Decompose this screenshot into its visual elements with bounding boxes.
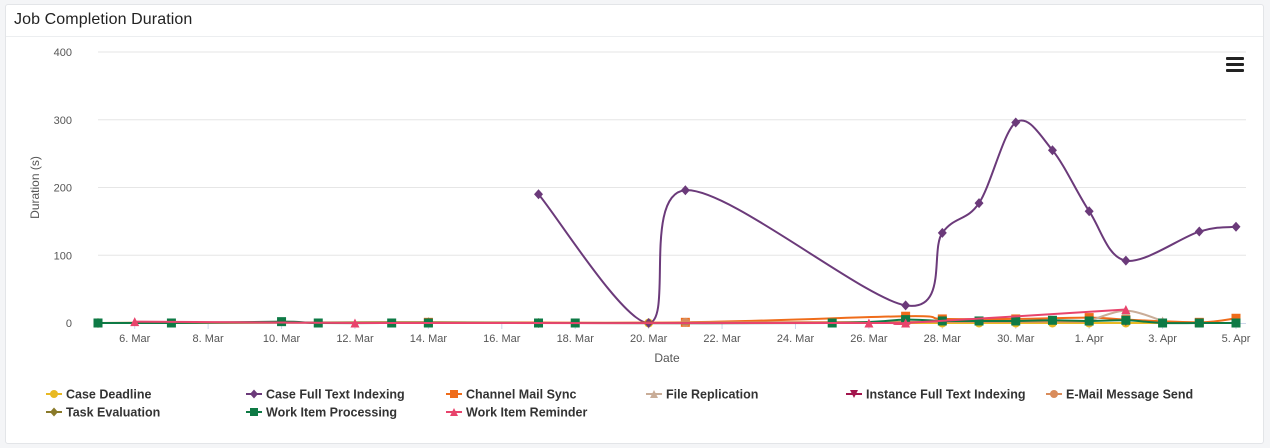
hamburger-menu-icon xyxy=(1226,63,1244,66)
data-point xyxy=(901,300,911,311)
x-tick-label: 30. Mar xyxy=(997,333,1035,345)
x-tick-label: 5. Apr xyxy=(1222,333,1251,345)
y-tick-label: 300 xyxy=(54,115,72,127)
legend-item-instance-full-text-indexing[interactable]: Instance Full Text Indexing xyxy=(846,388,1026,402)
x-tick-label: 3. Apr xyxy=(1148,333,1177,345)
legend-label: Case Deadline xyxy=(66,388,152,402)
data-point xyxy=(93,318,103,328)
data-point xyxy=(350,318,360,328)
legend-marker-icon xyxy=(250,408,258,416)
x-tick-label: 16. Mar xyxy=(483,333,521,345)
data-point xyxy=(901,318,911,328)
data-point xyxy=(1047,145,1057,156)
data-point xyxy=(1231,318,1241,328)
x-axis-ticks: 6. Mar 8. Mar 10. Mar 12. Mar 14. Mar 16. Mar… xyxy=(119,323,1251,345)
data-point xyxy=(534,189,544,200)
legend-item-e-mail-message-send[interactable]: E-Mail Message Send xyxy=(1046,388,1193,402)
series-case-full-text-indexing xyxy=(534,117,1241,328)
x-tick-label: 26. Mar xyxy=(850,333,888,345)
legend-marker-icon xyxy=(450,408,458,416)
data-point xyxy=(1194,226,1204,237)
data-point xyxy=(1011,316,1021,326)
legend-label: File Replication xyxy=(666,388,758,402)
job-duration-chart: 0 100 200 300 400 6. Mar 8. Mar 10. Mar 12. Mar… xyxy=(28,47,1251,420)
legend-label: Work Item Processing xyxy=(266,406,397,420)
legend-item-work-item-processing[interactable]: Work Item Processing xyxy=(246,406,397,420)
data-point xyxy=(1231,221,1241,232)
hamburger-menu-icon xyxy=(1226,69,1244,72)
x-tick-label: 14. Mar xyxy=(410,333,448,345)
series-group xyxy=(93,117,1241,328)
x-tick-label: 10. Mar xyxy=(263,333,301,345)
legend-item-case-full-text-indexing[interactable]: Case Full Text Indexing xyxy=(246,388,405,402)
legend-item-task-evaluation[interactable]: Task Evaluation xyxy=(46,406,160,420)
legend-marker-icon xyxy=(1050,390,1058,398)
x-tick-label: 20. Mar xyxy=(630,333,668,345)
y-tick-label: 100 xyxy=(54,250,72,262)
legend-marker-icon xyxy=(650,390,658,398)
data-point xyxy=(130,317,140,327)
legend-marker-icon xyxy=(50,407,58,417)
y-axis-ticks: 0 100 200 300 400 xyxy=(54,47,72,330)
legend-item-case-deadline[interactable]: Case Deadline xyxy=(46,388,152,402)
x-tick-label: 18. Mar xyxy=(557,333,595,345)
x-tick-label: 24. Mar xyxy=(777,333,815,345)
legend-label: Channel Mail Sync xyxy=(466,388,576,402)
legend: Case Deadline Case Full Text Indexing Chan… xyxy=(46,388,1193,420)
grid-lines xyxy=(98,51,1246,256)
data-point xyxy=(1121,304,1131,314)
data-point xyxy=(680,185,690,196)
legend-marker-icon xyxy=(250,389,258,399)
legend-marker-icon xyxy=(50,390,58,398)
legend-label: E-Mail Message Send xyxy=(1066,388,1193,402)
data-point xyxy=(1011,117,1021,128)
legend-label: Case Full Text Indexing xyxy=(266,388,405,402)
data-point xyxy=(166,318,176,328)
legend-label: Instance Full Text Indexing xyxy=(866,388,1026,402)
data-point xyxy=(1047,315,1057,325)
data-point xyxy=(937,227,947,238)
data-point xyxy=(974,198,984,209)
x-tick-label: 12. Mar xyxy=(336,333,374,345)
data-point xyxy=(974,316,984,326)
series-work-item-reminder xyxy=(130,304,1131,328)
data-point xyxy=(1121,255,1131,266)
legend-label: Work Item Reminder xyxy=(466,406,587,420)
panel-title: Job Completion Duration xyxy=(14,11,193,28)
x-tick-label: 28. Mar xyxy=(924,333,962,345)
x-tick-label: 8. Mar xyxy=(193,333,225,345)
legend-marker-icon xyxy=(850,390,858,398)
series-line-work-item-reminder xyxy=(134,308,1126,326)
series-line-case-full-text-indexing xyxy=(537,119,1237,325)
x-tick-label: 22. Mar xyxy=(703,333,741,345)
data-point xyxy=(1084,316,1094,326)
data-point xyxy=(1194,318,1204,328)
x-tick-label: 6. Mar xyxy=(119,333,151,345)
legend-item-file-replication[interactable]: File Replication xyxy=(646,388,758,402)
hamburger-menu-icon xyxy=(1226,57,1244,60)
y-tick-label: 400 xyxy=(54,47,72,59)
legend-item-work-item-reminder[interactable]: Work Item Reminder xyxy=(446,406,587,420)
legend-item-channel-mail-sync[interactable]: Channel Mail Sync xyxy=(446,388,576,402)
y-tick-label: 200 xyxy=(54,183,72,195)
x-axis-title: Date xyxy=(654,351,680,365)
chart-panel: Job Completion Duration 0 100 200 300 400 6.… xyxy=(5,4,1264,444)
data-point xyxy=(1158,318,1168,328)
data-point xyxy=(1231,313,1241,323)
data-point xyxy=(1121,315,1131,325)
panel-header: Job Completion Duration xyxy=(6,5,1263,37)
x-tick-label: 1. Apr xyxy=(1075,333,1104,345)
data-point xyxy=(1084,206,1094,217)
chart-menu-button[interactable] xyxy=(1226,57,1244,73)
y-axis-title: Duration (s) xyxy=(28,156,42,219)
legend-label: Task Evaluation xyxy=(66,406,160,420)
data-point xyxy=(864,318,874,328)
legend-marker-icon xyxy=(450,390,458,398)
y-tick-label: 0 xyxy=(66,318,72,330)
